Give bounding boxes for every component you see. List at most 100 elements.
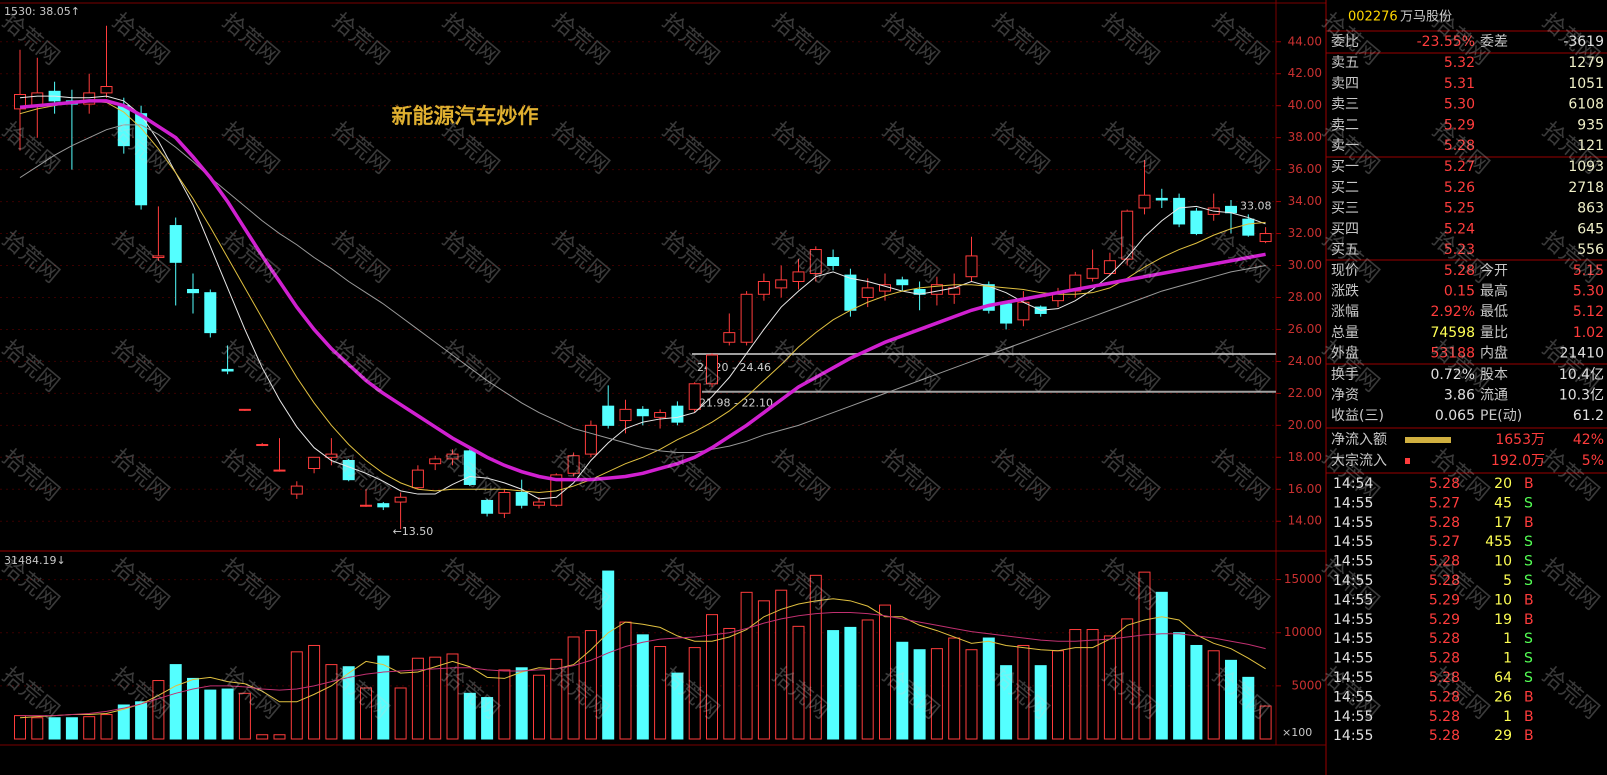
y-tick-label: 26.00 (1288, 322, 1322, 336)
volume-bar (740, 591, 753, 740)
volume-bar (809, 574, 822, 740)
candle-body (930, 284, 943, 295)
volume-bar (584, 630, 597, 740)
corner-label: 1530: 38.05↑ (4, 5, 80, 18)
quote-label: PE(动) (1480, 408, 1522, 424)
flow-bar (1405, 437, 1451, 443)
quote-label: 量比 (1480, 325, 1508, 341)
volume-bar (290, 651, 303, 740)
candle-body (671, 405, 684, 423)
tick-price: 5.28 (1429, 728, 1460, 744)
book-volume: 2718 (1568, 180, 1604, 196)
tick-side: S (1524, 573, 1533, 589)
tick-side: B (1524, 709, 1534, 725)
tick-volume: 10 (1494, 592, 1512, 608)
candle-body (360, 504, 372, 507)
candle-body (1121, 210, 1134, 260)
quote-value: 10.3亿 (1559, 388, 1604, 404)
volume-bar (636, 634, 649, 740)
corner-label: 31484.19↓ (4, 554, 66, 567)
moving-average (19, 124, 1266, 454)
book-price: 5.27 (1444, 159, 1475, 175)
book-volume: 1093 (1568, 159, 1604, 175)
candle-body (152, 255, 165, 259)
y-tick-label: 14.00 (1288, 514, 1322, 528)
volume-bar (706, 614, 718, 740)
candle-body (1155, 197, 1168, 201)
candle-body (965, 255, 978, 278)
y-tick-label: 5000 (1291, 678, 1322, 692)
book-price: 5.28 (1444, 138, 1475, 154)
volume-bar (377, 655, 390, 740)
tick-side: B (1524, 612, 1534, 628)
volume-bar (238, 692, 251, 740)
volume-bar (844, 626, 857, 740)
volume-bar (1207, 650, 1220, 740)
volume-bar (14, 715, 26, 740)
volume-bar (879, 604, 891, 740)
candle-body (861, 287, 874, 298)
quote-label: 净资 (1331, 388, 1359, 404)
y-tick-label: 20.00 (1288, 418, 1322, 432)
flow-share: 5% (1582, 453, 1604, 469)
quote-label: 内盘 (1480, 344, 1508, 361)
volume-bar (1173, 632, 1186, 740)
volume-bar (930, 648, 943, 740)
tick-price: 5.28 (1429, 689, 1460, 705)
volume-bar (48, 717, 61, 740)
quote-value: -23.55% (1417, 34, 1475, 50)
tick-price: 5.28 (1429, 476, 1460, 492)
volume-average (19, 598, 1266, 719)
quote-value: 0.065 (1435, 408, 1475, 424)
band-label: 21.98 - 22.10 (699, 397, 773, 410)
book-label: 卖三 (1331, 97, 1359, 113)
book-label: 买五 (1331, 242, 1359, 258)
candle-body (429, 458, 442, 465)
quote-value: 5.30 (1573, 284, 1604, 300)
volume-bar (1190, 644, 1203, 740)
book-price: 5.29 (1444, 117, 1475, 133)
volume-bar (982, 637, 995, 740)
candle-body (688, 383, 701, 410)
tick-side: B (1524, 515, 1534, 531)
volume-bar (429, 656, 442, 740)
tick-price: 5.29 (1429, 612, 1460, 628)
book-label: 买三 (1331, 201, 1359, 217)
book-volume: 935 (1577, 117, 1604, 133)
quote-label: 收益(三) (1331, 408, 1384, 424)
candle-body (1000, 303, 1013, 324)
quote-value: 2.92% (1431, 304, 1475, 320)
volume-bar (1103, 635, 1116, 740)
candle-body (377, 503, 390, 508)
book-volume: 863 (1577, 201, 1604, 217)
tick-volume: 5 (1503, 573, 1512, 589)
moving-average (19, 95, 1266, 500)
y-tick-label: 44.00 (1288, 34, 1322, 48)
volume-bar (896, 641, 909, 740)
book-label: 买四 (1331, 221, 1359, 237)
flow-label: 净流入额 (1331, 432, 1387, 448)
tick-price: 5.28 (1429, 709, 1460, 725)
tick-volume: 17 (1494, 515, 1512, 531)
quote-label: 流通 (1480, 388, 1508, 404)
volume-average (20, 612, 1266, 717)
candle-body (463, 450, 476, 485)
tick-price: 5.28 (1429, 554, 1460, 570)
candle-body (1173, 197, 1186, 225)
volume-bar (1155, 591, 1168, 740)
y-tick-label: 40.00 (1288, 98, 1322, 112)
volume-bar (204, 689, 217, 740)
volume-bar (1225, 659, 1237, 740)
candle-body (775, 279, 788, 289)
candle-body (325, 453, 338, 458)
candle-body (221, 368, 234, 372)
y-tick-label: 32.00 (1288, 226, 1322, 240)
candle-body (169, 225, 182, 263)
quote-label: 最低 (1480, 304, 1508, 320)
book-label: 卖一 (1331, 138, 1359, 154)
volume-bar (654, 646, 667, 740)
tick-price: 5.28 (1429, 670, 1460, 686)
volume-bar (65, 717, 78, 740)
tick-volume: 29 (1494, 728, 1512, 744)
candle-body (567, 455, 580, 474)
